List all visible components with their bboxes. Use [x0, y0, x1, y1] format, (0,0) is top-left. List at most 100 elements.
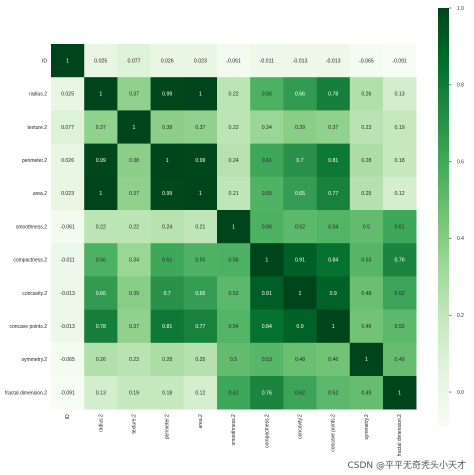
- heatmap-cell-r9-c3: [150, 342, 185, 377]
- cell-value-label-r3-c4: 0.99: [195, 158, 205, 164]
- colorbar: [438, 8, 449, 427]
- heatmap-cell-r1-c3: [150, 77, 185, 111]
- heatmap-cell-r4-c10: [383, 176, 417, 211]
- x-tick-label-3: perimeter.2: [165, 414, 171, 439]
- cell-value-label-r1-c6: 0.56: [262, 92, 272, 98]
- cell-value-label-r7-c5: 0.52: [229, 291, 239, 297]
- cell-value-label-r3-c8: 0.81: [328, 158, 338, 164]
- cell-value-label-r7-c4: 0.65: [195, 291, 205, 297]
- cell-value-label-r7-c0: -0.013: [60, 291, 75, 297]
- heatmap-cell-r6-c8: [316, 243, 351, 277]
- heatmap-cell-r6-c3: [150, 243, 185, 277]
- heatmap-cell-r5-c10: [383, 210, 417, 244]
- heatmap-cell-r4-c5: [217, 176, 251, 211]
- cell-value-label-r1-c4: 1: [199, 92, 202, 98]
- cell-value-label-r0-c0: 1: [66, 58, 69, 64]
- cell-value-label-r2-c3: 0.38: [162, 125, 172, 131]
- cell-value-label-r8-c5: 0.54: [229, 324, 239, 330]
- cell-value-label-r9-c4: 0.25: [195, 357, 205, 363]
- cell-value-label-r9-c7: 0.48: [295, 357, 305, 363]
- heatmap-cell-r4-c2: [117, 176, 151, 211]
- colorbar-tick-label-1: 0.2: [457, 313, 464, 319]
- cell-value-label-r0-c7: -0.013: [293, 58, 308, 64]
- heatmap-cell-r10-c1: [84, 376, 118, 410]
- heatmap-cell-r0-c8: [316, 44, 351, 78]
- cell-value-label-r6-c1: 0.56: [96, 258, 106, 264]
- cell-value-label-r7-c6: 0.91: [262, 291, 272, 297]
- cell-value-label-r2-c9: 0.23: [361, 125, 371, 131]
- cell-value-label-r3-c7: 0.7: [296, 158, 303, 164]
- cell-value-label-r5-c7: 0.52: [295, 224, 305, 230]
- cell-value-label-r0-c4: 0.023: [194, 58, 207, 64]
- heatmap-cell-r8-c5: [217, 309, 251, 344]
- x-tick-label-0: ID: [65, 414, 71, 419]
- heatmap-cell-r3-c10: [383, 143, 417, 178]
- y-tick-label-8: concave points.2: [9, 324, 47, 330]
- heatmap-cell-r6-c0: [51, 243, 85, 277]
- colorbar-tick-label-3: 0.6: [457, 159, 464, 165]
- y-tick-label-3: perimeter.2: [22, 158, 47, 164]
- cell-value-label-r3-c3: 1: [166, 158, 169, 164]
- heatmap-cell-r2-c5: [217, 110, 251, 144]
- cell-value-label-r8-c1: 0.78: [96, 324, 106, 330]
- cell-value-label-r9-c9: 1: [365, 357, 368, 363]
- heatmap-cell-r7-c6: [250, 276, 284, 310]
- heatmap-cell-r3-c9: [349, 143, 384, 178]
- heatmap-cell-r2-c7: [283, 110, 317, 144]
- cell-value-label-r5-c4: 0.21: [195, 224, 205, 230]
- heatmap-cell-r1-c7: [283, 77, 317, 111]
- heatmap-cell-r4-c4: [183, 176, 218, 211]
- heatmap-cell-r3-c3: [150, 143, 185, 178]
- heatmap-cell-r5-c2: [117, 210, 151, 244]
- heatmap-cell-r1-c9: [349, 77, 384, 111]
- cell-value-label-r3-c0: 0.026: [61, 158, 74, 164]
- cell-value-label-r8-c8: 1: [332, 324, 335, 330]
- cell-value-label-r3-c6: 0.61: [262, 158, 272, 164]
- heatmap-cell-r9-c6: [250, 342, 284, 377]
- heatmap-cell-r5-c4: [183, 210, 218, 244]
- heatmap-cell-r5-c7: [283, 210, 317, 244]
- cell-value-label-r2-c10: 0.19: [395, 125, 405, 131]
- heatmap-cell-r7-c10: [383, 276, 417, 310]
- cell-value-label-r2-c1: 0.37: [96, 125, 106, 131]
- heatmap-cell-r1-c2: [117, 77, 151, 111]
- heatmap-cell-r1-c5: [217, 77, 251, 111]
- heatmap-cell-r10-c6: [250, 376, 284, 410]
- heatmap-cell-r6-c5: [217, 243, 251, 277]
- heatmap-cell-r0-c4: [183, 44, 218, 78]
- cell-value-label-r8-c2: 0.37: [129, 324, 139, 330]
- cell-value-label-r4-c6: 0.55: [262, 191, 272, 197]
- cell-value-label-r5-c6: 0.56: [262, 224, 272, 230]
- heatmap-cells: [51, 44, 417, 410]
- heatmap-cell-r8-c2: [117, 309, 151, 344]
- heatmap-cell-r7-c9: [349, 276, 384, 310]
- heatmap-cell-r1-c10: [383, 77, 417, 111]
- cell-value-label-r1-c5: 0.22: [229, 92, 239, 98]
- colorbar-tick-label-4: 0.8: [457, 83, 464, 89]
- cell-value-label-r2-c0: 0.077: [61, 125, 74, 131]
- x-tick-label-5: smoothness.2: [231, 414, 237, 445]
- cell-value-label-r5-c0: -0.061: [60, 224, 75, 230]
- heatmap-cell-r5-c9: [349, 210, 384, 244]
- heatmap-cell-r6-c4: [183, 243, 218, 277]
- cell-value-label-r6-c4: 0.55: [195, 258, 205, 264]
- heatmap-cell-r1-c4: [183, 77, 218, 111]
- cell-value-label-r9-c2: 0.23: [129, 357, 139, 363]
- cell-value-label-r0-c9: -0.065: [359, 58, 374, 64]
- y-tick-label-6: compactness.2: [13, 258, 47, 264]
- heatmap-cell-r2-c6: [250, 110, 284, 144]
- heatmap-cell-r8-c6: [250, 309, 284, 344]
- heatmap-cell-r1-c8: [316, 77, 351, 111]
- heatmap-cell-r8-c10: [383, 309, 417, 344]
- heatmap-cell-r8-c9: [349, 309, 384, 344]
- heatmap-cell-r8-c3: [150, 309, 185, 344]
- heatmap-cell-r6-c6: [250, 243, 284, 277]
- cell-value-label-r2-c4: 0.37: [195, 125, 205, 131]
- cell-value-label-r4-c3: 0.99: [162, 191, 172, 197]
- cell-value-label-r6-c3: 0.61: [162, 258, 172, 264]
- cell-value-label-r0-c5: -0.061: [226, 58, 241, 64]
- heatmap-cell-r2-c3: [150, 110, 185, 144]
- cell-value-label-r2-c7: 0.39: [295, 125, 305, 131]
- x-tick-label-4: area.2: [198, 414, 204, 428]
- y-tick-label-7: concavity.2: [22, 291, 47, 297]
